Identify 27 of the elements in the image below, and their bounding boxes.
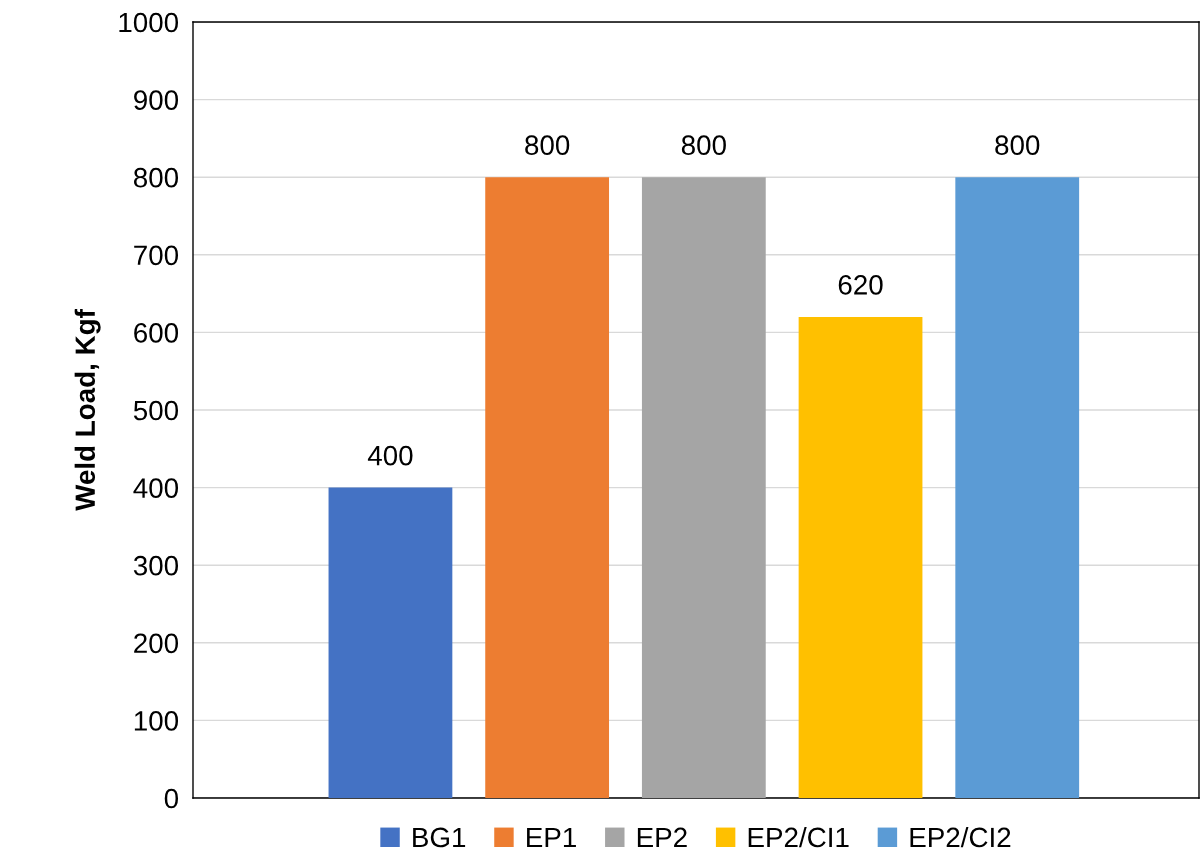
y-tick-label: 0 [164, 788, 179, 809]
legend-label: EP2 [637, 827, 687, 848]
y-tick-label: 300 [133, 555, 179, 576]
y-tick-label: 200 [134, 633, 179, 654]
y-tick-label: 500 [133, 400, 179, 421]
y-tick-label: 1000 [119, 12, 179, 33]
data-label: 800 [681, 135, 726, 156]
bar [641, 177, 766, 798]
bar [955, 177, 1080, 798]
data-label: 800 [525, 135, 570, 156]
data-label: 620 [838, 275, 883, 295]
legend-label: EP2/CI1 [748, 826, 849, 848]
y-tick-label: 400 [133, 478, 179, 498]
y-tick-label: 800 [133, 167, 179, 188]
y-tick-label: 600 [134, 323, 179, 343]
y-tick-label: 900 [134, 90, 179, 110]
legend-label: EP2/CI2 [910, 826, 1011, 848]
y-tick-label: 100 [134, 711, 179, 731]
data-label: 400 [367, 445, 413, 466]
legend-label: BG1 [413, 827, 466, 848]
y-axis-title: Weld Load, Kgf [74, 309, 101, 511]
data-label: 800 [995, 135, 1040, 156]
y-tick-label: 700 [134, 245, 179, 266]
bar [485, 177, 610, 798]
legend-label: EP1 [527, 827, 576, 848]
bar [328, 487, 453, 798]
bar [798, 316, 923, 798]
